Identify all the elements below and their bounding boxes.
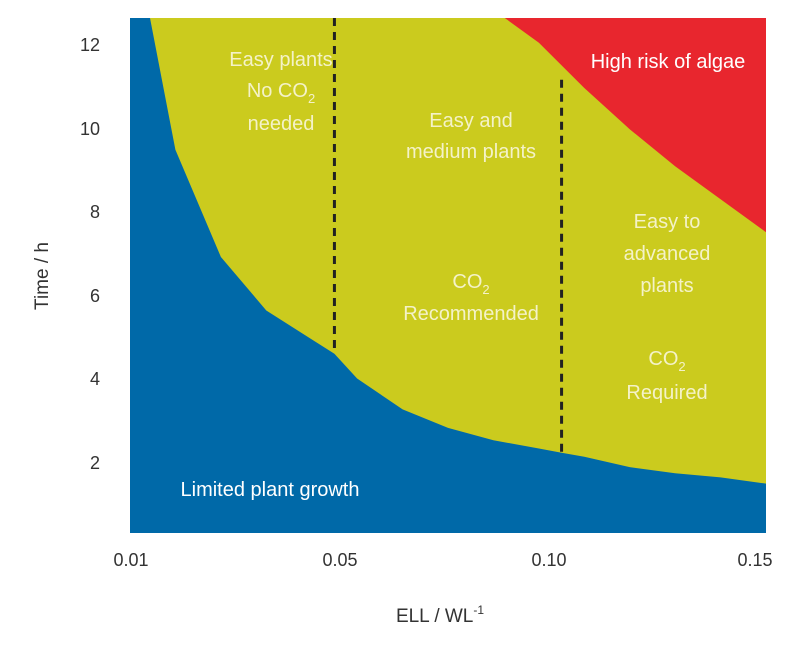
x-axis: 0.01 0.05 0.10 0.15 bbox=[113, 550, 772, 570]
algae-risk-label: High risk of algae bbox=[591, 51, 746, 73]
x-tick-label: 0.15 bbox=[737, 550, 772, 570]
y-tick-label: 10 bbox=[80, 119, 100, 139]
y-tick-label: 6 bbox=[90, 286, 100, 306]
needed-label: needed bbox=[248, 113, 315, 135]
easy-medium-label-1: Easy and bbox=[429, 110, 512, 132]
algae-risk-region bbox=[504, 18, 766, 233]
co2-recommended-co2: CO2 bbox=[452, 271, 489, 297]
easy-medium-label-2: medium plants bbox=[406, 141, 536, 163]
dividers bbox=[332, 18, 564, 453]
easy-advanced-label-1: Easy to bbox=[634, 211, 701, 233]
co2-recommended-label: Recommended bbox=[403, 303, 539, 325]
limited-growth-region bbox=[130, 18, 766, 533]
no-co2-label: No CO2 bbox=[247, 80, 315, 106]
y-tick-label: 8 bbox=[90, 202, 100, 222]
y-axis: 2 4 6 8 10 12 bbox=[80, 35, 100, 473]
x-tick-label: 0.01 bbox=[113, 550, 148, 570]
limited-growth-label: Limited plant growth bbox=[181, 479, 360, 501]
y-tick-label: 2 bbox=[90, 453, 100, 473]
easy-advanced-label-3: plants bbox=[640, 275, 693, 297]
easy-plants-label: Easy plants bbox=[229, 49, 332, 71]
co2-required-co2: CO2 bbox=[648, 348, 685, 374]
x-axis-label: ELL / WL-1 bbox=[396, 603, 484, 627]
y-axis-label: Time / h bbox=[32, 242, 53, 310]
y-tick-label: 4 bbox=[90, 369, 100, 389]
optimal-growth-region bbox=[150, 18, 766, 484]
co2-required-label: Required bbox=[626, 382, 707, 404]
y-tick-label: 12 bbox=[80, 35, 100, 55]
x-tick-label: 0.10 bbox=[531, 550, 566, 570]
x-tick-label: 0.05 bbox=[322, 550, 357, 570]
easy-advanced-label-2: advanced bbox=[624, 243, 711, 265]
